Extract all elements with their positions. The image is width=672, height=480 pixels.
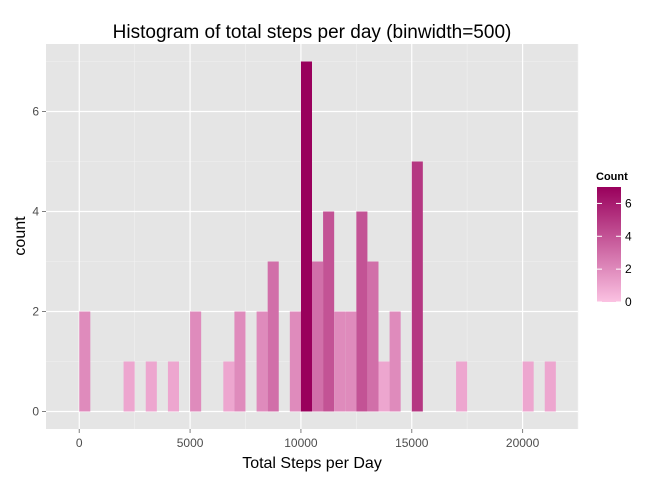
x-tick-label: 5000 <box>177 436 204 450</box>
chart-title: Histogram of total steps per day (binwid… <box>113 22 512 43</box>
histogram-bar <box>345 311 357 412</box>
histogram-bar <box>356 211 368 412</box>
x-tick-label: 10000 <box>284 436 318 450</box>
legend-tick-label: 0 <box>625 295 632 309</box>
y-tick-label: 0 <box>32 405 39 419</box>
x-axis-ticks: 0 5000 10000 15000 20000 <box>76 429 540 450</box>
x-tick-label: 15000 <box>395 436 429 450</box>
legend-tick-label: 2 <box>625 262 632 276</box>
histogram-bar <box>267 261 279 412</box>
legend-tick-label: 4 <box>625 229 632 243</box>
histogram-bar <box>234 311 246 412</box>
y-axis-ticks: 0 2 4 6 <box>32 105 46 419</box>
histogram-bar <box>145 361 157 412</box>
histogram-bar <box>312 261 324 412</box>
histogram-bars <box>79 61 556 412</box>
legend-ticks: 0 2 4 6 <box>597 196 632 309</box>
histogram-bar <box>323 211 335 412</box>
histogram-bar <box>367 261 379 412</box>
histogram-bar <box>378 361 390 412</box>
x-tick-label: 0 <box>76 436 83 450</box>
y-tick-label: 2 <box>32 305 39 319</box>
y-tick-label: 4 <box>32 205 39 219</box>
legend-tick-label: 6 <box>625 196 632 210</box>
histogram-bar <box>544 361 556 412</box>
histogram-bar <box>167 361 179 412</box>
y-tick-label: 6 <box>32 105 39 119</box>
histogram-bar <box>190 311 202 412</box>
histogram-bar <box>334 311 346 412</box>
y-axis-title: count <box>12 216 29 256</box>
histogram-bar <box>411 161 423 412</box>
histogram-bar <box>522 361 534 412</box>
histogram-bar <box>123 361 135 412</box>
histogram-bar <box>389 311 401 412</box>
x-axis-title: Total Steps per Day <box>242 455 382 472</box>
color-legend: Count 0 2 4 6 <box>596 171 632 309</box>
histogram-bar <box>256 311 268 412</box>
legend-colorbar <box>597 187 621 302</box>
histogram-bar <box>79 311 91 412</box>
legend-title: Count <box>596 171 628 183</box>
x-tick-label: 20000 <box>506 436 540 450</box>
histogram-bar <box>223 361 235 412</box>
histogram-bar <box>300 61 312 412</box>
histogram-bar <box>456 361 468 412</box>
histogram-bar <box>289 311 301 412</box>
